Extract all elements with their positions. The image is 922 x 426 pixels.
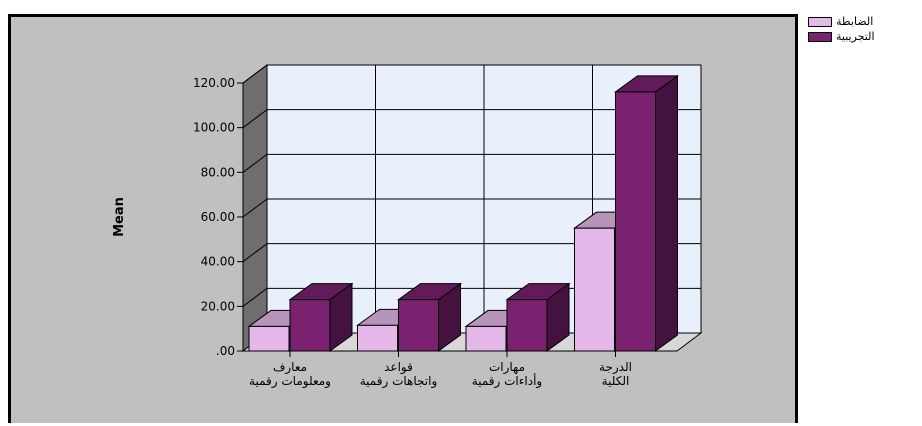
y-tick-label: 100.00	[193, 121, 235, 135]
y-tick-label: 80.00	[201, 165, 235, 179]
x-tick-label: ومعلومات رقمية	[249, 374, 331, 389]
bar	[290, 284, 352, 351]
bar-front	[290, 300, 330, 351]
bar-front	[249, 326, 289, 351]
x-tick-label: قواعد	[384, 360, 413, 375]
y-tick-label: 20.00	[201, 299, 235, 313]
bar-front	[575, 228, 615, 351]
bar	[399, 284, 461, 351]
y-axis-label: Mean	[112, 197, 127, 237]
y-tick-label: 40.00	[201, 255, 235, 269]
x-tick-label: مهارات	[489, 360, 525, 375]
x-tick-label: وأداءات رقمية	[472, 373, 542, 389]
bar-front	[399, 300, 439, 351]
x-tick-label: الكلية	[602, 374, 630, 388]
bar-front	[358, 325, 398, 351]
chart-frame: .00 20.00 40.00 60.00 80.00 100.00 120.00 Mean م…	[8, 14, 798, 423]
bar-chart: .00 20.00 40.00 60.00 80.00 100.00 120.00 Mean م…	[11, 17, 795, 426]
bar-front	[507, 300, 547, 351]
bar	[616, 76, 678, 351]
x-tick-label: الدرجة	[599, 360, 632, 375]
bar-side	[656, 76, 678, 351]
x-tick-label: واتجاهات رقمية	[360, 374, 438, 389]
bar	[507, 284, 569, 351]
legend-label-experimental: التجريبية	[836, 30, 875, 43]
legend-item-experimental: التجريبية	[808, 29, 922, 44]
bar-front	[466, 326, 506, 351]
legend-label-control: الضابطة	[836, 15, 873, 28]
x-tick-label: معارف	[273, 360, 307, 375]
y-tick-label: 60.00	[201, 210, 235, 224]
y-tick-label: 120.00	[193, 76, 235, 90]
bar-front	[616, 92, 656, 351]
legend-swatch-experimental	[808, 32, 832, 42]
legend: الضابطة التجريبية	[808, 14, 922, 44]
y-tick-label: .00	[216, 344, 235, 358]
legend-item-control: الضابطة	[808, 14, 922, 29]
legend-swatch-control	[808, 17, 832, 27]
